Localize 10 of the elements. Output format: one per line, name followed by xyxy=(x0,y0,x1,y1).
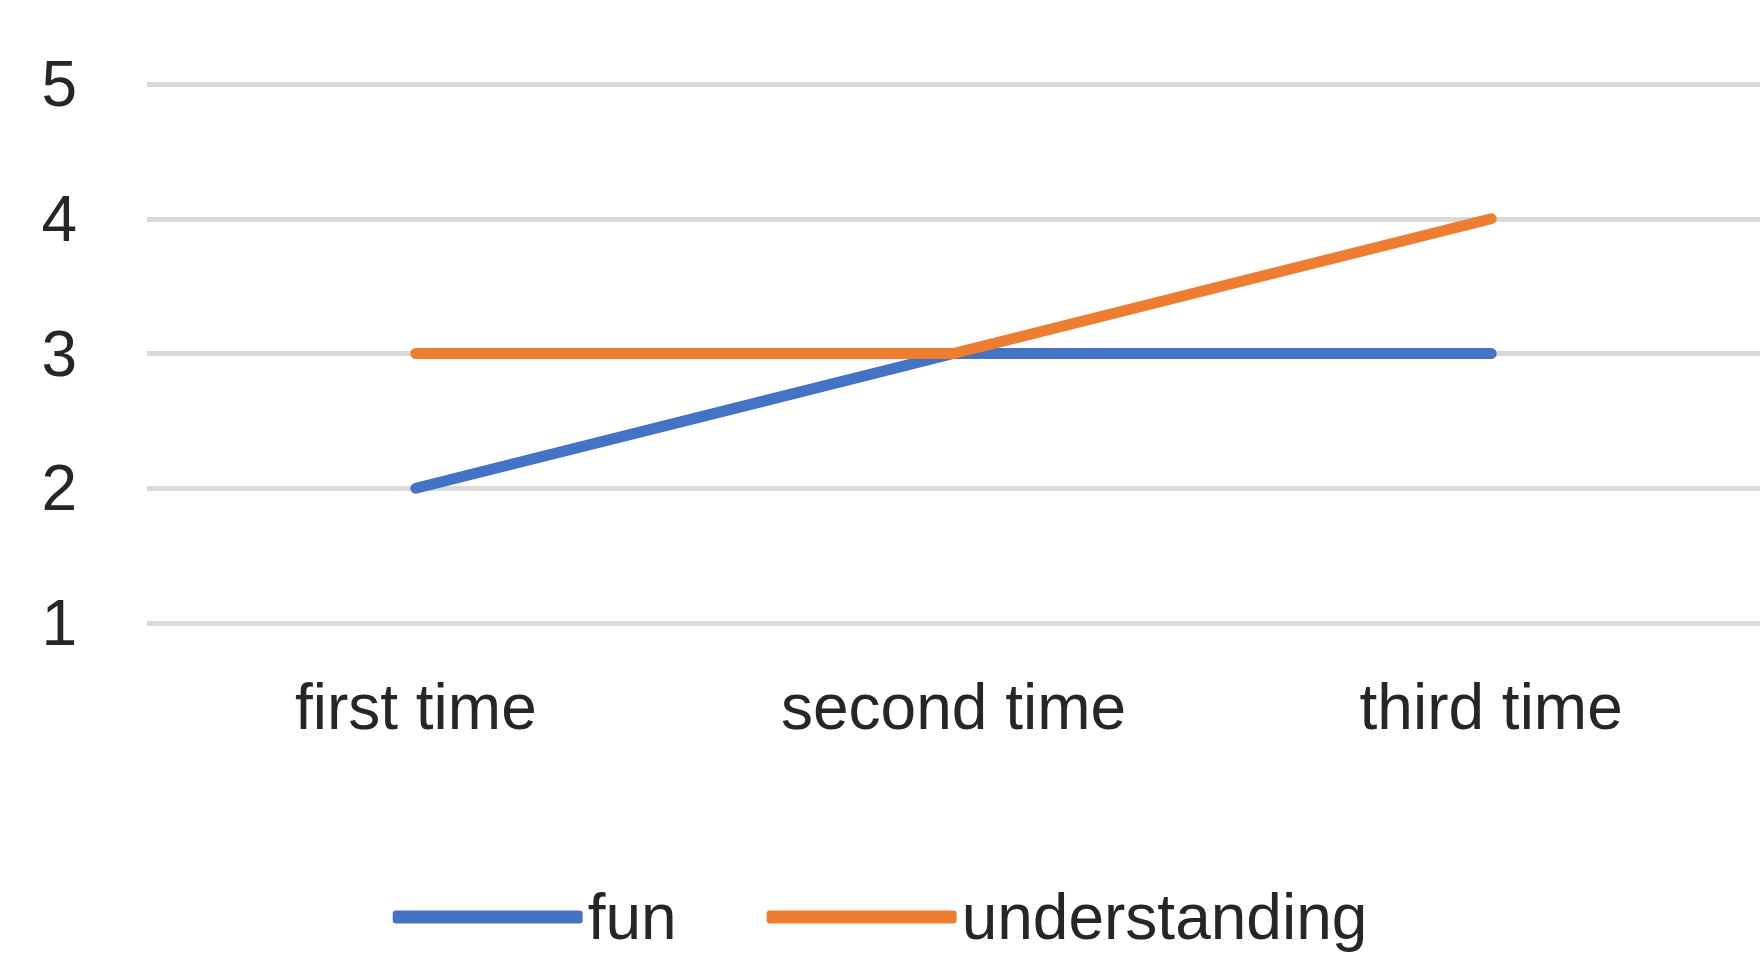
x-tick-label: second time xyxy=(780,671,1127,743)
y-tick-label: 5 xyxy=(41,48,77,120)
x-tick-label: first time xyxy=(294,671,537,743)
y-tick-label: 4 xyxy=(41,182,77,255)
y-tick-label: 3 xyxy=(41,317,77,390)
legend-label: fun xyxy=(587,881,677,953)
legend-label: understanding xyxy=(961,881,1368,953)
x-tick-label: third time xyxy=(1359,671,1623,743)
y-tick-label: 2 xyxy=(41,452,77,525)
y-tick-label: 1 xyxy=(41,587,77,659)
